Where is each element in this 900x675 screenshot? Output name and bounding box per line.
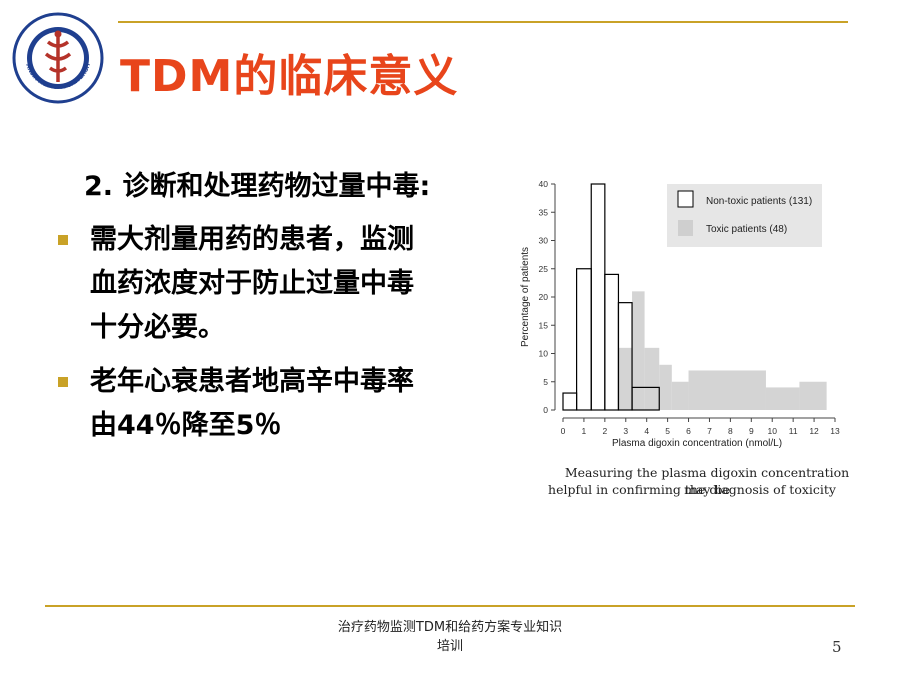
university-logo: TIANJIN MEDICAL UNIVERSITY [12,12,104,104]
legend-label-non-toxic: Non-toxic patients (131) [706,196,812,207]
y-tick-label: 35 [539,207,549,217]
footer-text: 治疗药物监测TDM和给药方案专业知识 培训 [300,618,600,656]
bullet-1-line-2: 血药浓度对于防止过量中毒 [90,268,414,299]
chart-caption-line-1: Measuring the plasma digoxin concentrati… [564,465,850,497]
non-toxic-bar-4 [617,302,633,411]
x-tick-label: 7 [707,426,712,436]
non-toxic-bar-1 [575,268,592,411]
bullet-marker [58,377,68,387]
toxic-bar-5 [688,370,766,410]
y-tick-label: 20 [539,292,549,302]
non-toxic-bar-3 [604,273,620,411]
toxic-bar-4 [671,381,689,410]
x-tick-label: 11 [789,426,798,436]
toxic-bar-3 [659,364,672,410]
chart-legend: Non-toxic patients (131) Toxic patients … [667,184,822,247]
x-tick-label: 2 [602,426,607,436]
legend-label-toxic: Toxic patients (48) [706,224,787,235]
x-tick-label: 6 [686,426,691,436]
x-tick-label: 9 [749,426,754,436]
y-tick-label: 10 [539,349,549,359]
bullet-1-line-1: 需大剂量用药的患者，监测 [90,224,414,255]
x-tick-label: 4 [644,426,649,436]
footer-line-1: 治疗药物监测TDM和给药方案专业知识 [337,620,563,635]
x-tick-label: 8 [728,426,733,436]
y-axis-label: Percentage of patients [520,247,531,347]
legend-swatch-non-toxic [677,190,694,208]
footer-line-2: 培训 [436,639,463,654]
non-toxic-bar-5 [631,386,660,411]
x-axis-label: Plasma digoxin concentration (nmol/L) [612,438,782,449]
x-tick-label: 0 [561,426,566,436]
slide-title: TDM的临床意义 [120,51,459,102]
non-toxic-bar-2 [590,183,606,411]
x-tick-label: 3 [623,426,628,436]
toxic-bar-6 [765,387,800,410]
y-tick-label: 15 [539,320,549,330]
non-toxic-bar-0 [562,392,578,411]
x-tick-label: 1 [582,426,587,436]
y-tick-label: 0 [543,405,548,415]
x-tick-label: 10 [767,426,777,436]
x-tick-label: 12 [809,426,819,436]
y-tick-label: 40 [539,179,549,189]
toxic-bar-2 [644,347,660,410]
toxic-bar-0 [618,347,633,410]
page-number: 5 [832,638,842,656]
legend-swatch-toxic [678,220,693,236]
top-rule [118,21,848,23]
toxic-bar-1 [632,291,645,410]
toxic-bar-7 [799,381,827,410]
y-tick-label: 25 [539,264,549,274]
bullet-2-line-2: 由44％降至5％ [90,410,282,441]
chart-caption-line-2: helpful in confirming the diagnosis of t… [548,482,836,497]
y-tick-label: 5 [543,377,548,387]
section-heading: 2. 诊断和处理药物过量中毒: [84,171,431,202]
x-tick-label: 5 [665,426,670,436]
y-tick-label: 30 [539,236,549,246]
bullet-marker [58,235,68,245]
bullet-1-line-3: 十分必要。 [90,312,225,343]
x-tick-label: 13 [830,426,840,436]
bullet-2-line-1: 老年心衰患者地高辛中毒率 [90,366,414,397]
bottom-rule [45,605,855,607]
